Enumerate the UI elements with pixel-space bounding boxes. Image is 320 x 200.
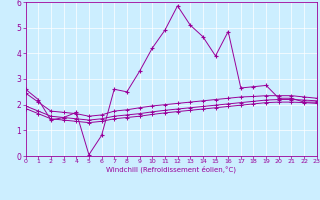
X-axis label: Windchill (Refroidissement éolien,°C): Windchill (Refroidissement éolien,°C) <box>106 166 236 173</box>
